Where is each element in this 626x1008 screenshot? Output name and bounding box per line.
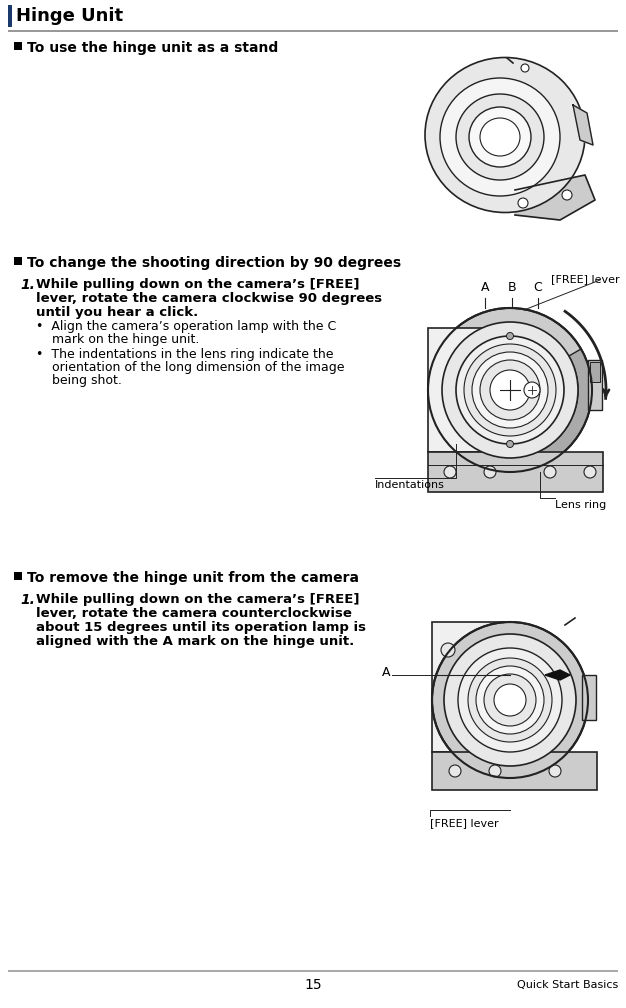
Circle shape (544, 466, 556, 478)
Bar (428, 328, 518, 452)
Circle shape (444, 634, 576, 766)
Text: [FREE] lever: [FREE] lever (552, 274, 620, 284)
Circle shape (441, 643, 455, 657)
Circle shape (506, 333, 513, 340)
Bar (8, 5, 12, 27)
Text: While pulling down on the camera’s [FREE]: While pulling down on the camera’s [FREE… (36, 593, 359, 606)
Text: mark on the hinge unit.: mark on the hinge unit. (36, 333, 199, 346)
Circle shape (489, 765, 501, 777)
Circle shape (484, 466, 496, 478)
Circle shape (584, 466, 596, 478)
Bar (432, 752, 597, 790)
Ellipse shape (456, 94, 544, 180)
Circle shape (480, 360, 540, 420)
Bar (14, 257, 22, 265)
Bar (582, 675, 596, 720)
Text: until you hear a click.: until you hear a click. (36, 306, 198, 319)
Text: 1.: 1. (20, 278, 35, 292)
Text: Quick Start Basics: Quick Start Basics (516, 980, 618, 990)
Circle shape (518, 198, 528, 208)
Text: C: C (533, 281, 542, 294)
Text: about 15 degrees until its operation lamp is: about 15 degrees until its operation lam… (36, 621, 366, 634)
Circle shape (524, 382, 540, 398)
Ellipse shape (440, 78, 560, 196)
Text: [FREE] lever: [FREE] lever (430, 818, 499, 828)
Text: aligned with the A mark on the hinge unit.: aligned with the A mark on the hinge uni… (36, 635, 354, 648)
Circle shape (562, 190, 572, 200)
Text: To remove the hinge unit from the camera: To remove the hinge unit from the camera (27, 571, 359, 585)
Text: orientation of the long dimension of the image: orientation of the long dimension of the… (36, 361, 344, 374)
Bar (14, 572, 22, 580)
Circle shape (464, 344, 556, 436)
Bar (432, 622, 512, 752)
Bar (588, 360, 602, 410)
Text: To change the shooting direction by 90 degrees: To change the shooting direction by 90 d… (27, 256, 401, 270)
Polygon shape (515, 175, 595, 220)
Text: being shot.: being shot. (36, 374, 122, 387)
Wedge shape (510, 349, 592, 472)
Ellipse shape (469, 107, 531, 167)
Circle shape (521, 64, 529, 72)
Polygon shape (573, 105, 593, 145)
Text: Indentations: Indentations (375, 480, 445, 490)
Text: B: B (508, 281, 516, 294)
Bar (14, 42, 22, 50)
Ellipse shape (425, 57, 585, 213)
Text: 15: 15 (304, 978, 322, 992)
Text: A: A (481, 281, 490, 294)
Polygon shape (545, 670, 570, 680)
Bar (8, 30, 618, 32)
Circle shape (432, 622, 588, 778)
Text: •  The indentations in the lens ring indicate the: • The indentations in the lens ring indi… (36, 348, 334, 361)
Text: Lens ring: Lens ring (555, 500, 606, 510)
Text: •  Align the camera’s operation lamp with the C: • Align the camera’s operation lamp with… (36, 320, 336, 333)
Circle shape (490, 370, 530, 410)
Text: To use the hinge unit as a stand: To use the hinge unit as a stand (27, 41, 278, 55)
Circle shape (456, 336, 564, 444)
Bar (8, 970, 618, 972)
Text: A: A (381, 666, 390, 679)
Text: Hinge Unit: Hinge Unit (16, 7, 123, 25)
Text: While pulling down on the camera’s [FREE]: While pulling down on the camera’s [FREE… (36, 278, 359, 291)
Circle shape (549, 765, 561, 777)
Circle shape (449, 765, 461, 777)
Circle shape (494, 684, 526, 716)
Circle shape (472, 352, 548, 428)
Circle shape (444, 466, 456, 478)
Circle shape (484, 674, 536, 726)
Text: lever, rotate the camera counterclockwise: lever, rotate the camera counterclockwis… (36, 607, 352, 620)
Bar (590, 362, 600, 382)
Circle shape (468, 658, 552, 742)
Text: 1.: 1. (20, 593, 35, 607)
Circle shape (458, 648, 562, 752)
Circle shape (476, 666, 544, 734)
Circle shape (428, 308, 592, 472)
Ellipse shape (480, 118, 520, 156)
Bar (428, 452, 603, 492)
Circle shape (442, 322, 578, 458)
Circle shape (506, 440, 513, 448)
Text: lever, rotate the camera clockwise 90 degrees: lever, rotate the camera clockwise 90 de… (36, 292, 382, 305)
